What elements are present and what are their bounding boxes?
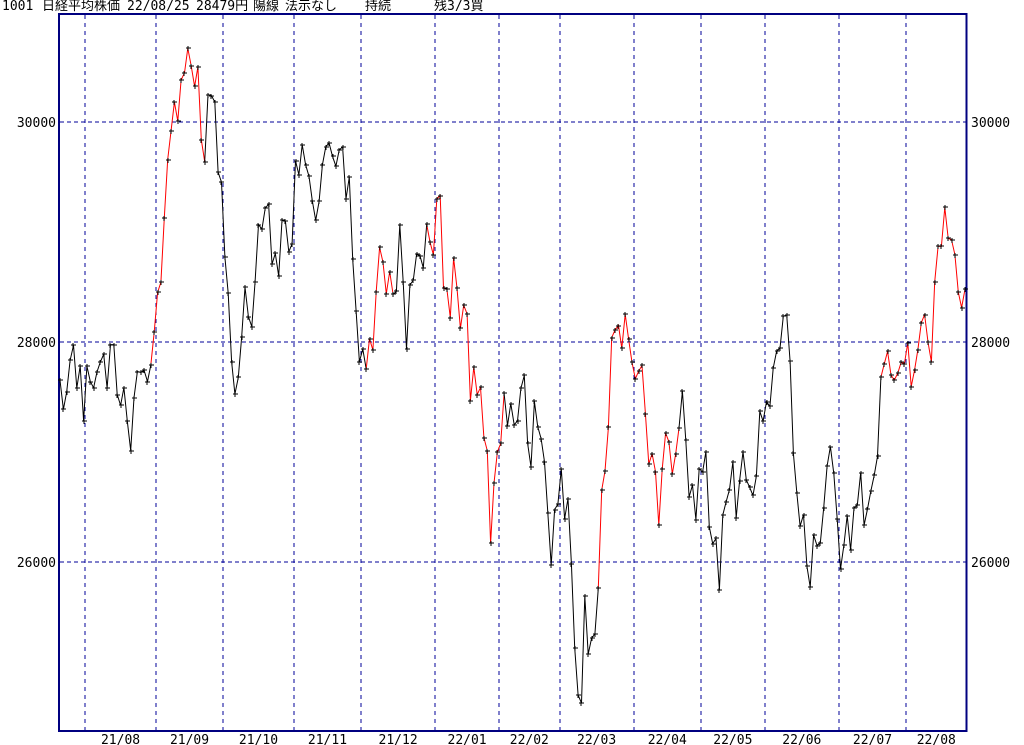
x-axis-label: 22/05 xyxy=(713,733,752,745)
data-point-markers xyxy=(58,46,968,706)
header-status: 持続 xyxy=(365,0,392,14)
price-line-segment xyxy=(204,94,367,395)
y-axis-label-right: 28000 xyxy=(971,336,1010,351)
y-axis-label-left: 30000 xyxy=(17,116,56,131)
x-axis-label: 21/11 xyxy=(308,733,347,745)
price-line-signal-segment xyxy=(365,247,394,370)
x-axis-label: 21/12 xyxy=(379,733,418,745)
x-axis-label: 22/04 xyxy=(648,733,687,745)
y-axis-label-left: 26000 xyxy=(17,556,56,571)
price-line-segment xyxy=(503,375,599,704)
price-line-signal-segment xyxy=(150,48,206,366)
price-line-signal-segment xyxy=(597,314,680,589)
price-line-signal-segment xyxy=(880,207,966,387)
x-axis-label: 22/03 xyxy=(577,733,616,745)
header-candle-type: 陽線 xyxy=(253,0,280,14)
chart-frame xyxy=(58,13,968,732)
header-price: 28479円 xyxy=(196,0,249,14)
x-axis-label: 22/06 xyxy=(782,733,821,745)
price-line-segment xyxy=(59,344,152,451)
x-axis-label: 22/08 xyxy=(917,733,956,745)
y-axis-label-right: 26000 xyxy=(971,556,1010,571)
x-axis-label: 21/09 xyxy=(170,733,209,745)
x-axis-label: 22/07 xyxy=(853,733,892,745)
header-instrument-name: 日経平均株価 xyxy=(42,0,121,14)
y-axis-label-left: 28000 xyxy=(17,336,56,351)
price-line-signal-segment xyxy=(426,194,505,544)
header-note: 法示なし xyxy=(285,0,338,14)
header-position: 残3/3買 xyxy=(434,0,484,14)
x-axis-label: 21/08 xyxy=(101,733,140,745)
x-axis-label: 22/02 xyxy=(510,733,549,745)
x-axis-label: 21/10 xyxy=(239,733,278,745)
header-code: 1001 xyxy=(2,0,34,14)
y-axis-label-right: 30000 xyxy=(971,116,1010,131)
x-axis-label: 22/01 xyxy=(448,733,487,745)
header-date: 22/08/25 xyxy=(127,0,190,14)
